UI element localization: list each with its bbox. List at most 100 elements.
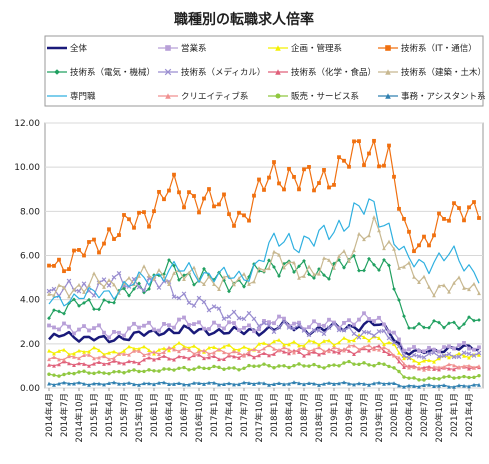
data-point [402, 361, 406, 366]
data-point [137, 349, 141, 353]
data-point [367, 382, 371, 387]
data-point [317, 181, 321, 185]
data-point [182, 205, 186, 210]
data-point [357, 317, 361, 322]
data-point [241, 316, 247, 322]
data-point [297, 350, 301, 354]
data-point [157, 189, 161, 194]
data-point [477, 364, 481, 369]
data-point [357, 362, 361, 367]
data-point [102, 298, 106, 302]
data-point [217, 323, 221, 328]
data-point [77, 248, 81, 252]
data-point [182, 355, 186, 359]
data-point [202, 348, 206, 353]
data-point [442, 345, 446, 350]
data-point [437, 356, 441, 361]
data-point [47, 292, 51, 296]
data-point [81, 281, 87, 287]
data-point [322, 168, 326, 172]
data-point [251, 316, 257, 322]
data-point [322, 323, 326, 328]
data-point [402, 375, 406, 379]
data-point [421, 355, 427, 360]
data-point [466, 351, 472, 357]
legend-label: 技術系（建築・土木） [401, 67, 486, 78]
data-point [472, 375, 476, 380]
data-point [102, 285, 106, 289]
data-point [292, 321, 296, 326]
data-point [107, 361, 111, 366]
data-point [437, 211, 441, 216]
data-point [262, 268, 266, 273]
data-point [477, 382, 481, 387]
data-point [321, 331, 327, 337]
data-point [212, 282, 216, 286]
data-point [382, 381, 386, 386]
data-point [242, 353, 246, 358]
data-point [257, 380, 261, 385]
data-point [87, 363, 91, 368]
legend-entry: 技術系（メディカル） [158, 67, 265, 78]
data-point [417, 384, 421, 389]
data-point [187, 356, 191, 361]
data-point [382, 257, 386, 262]
data-point [467, 375, 471, 380]
data-point [361, 329, 367, 335]
data-point [152, 209, 156, 214]
data-point [472, 347, 476, 352]
data-point [267, 364, 271, 368]
data-point [292, 270, 296, 274]
data-point [417, 280, 421, 284]
data-point [257, 266, 261, 271]
data-point [232, 382, 236, 387]
data-point [87, 371, 91, 375]
data-point [177, 340, 181, 345]
y-tick-label: 4.00 [20, 296, 40, 306]
data-point [187, 345, 191, 350]
data-point [362, 237, 366, 242]
data-point [397, 369, 401, 374]
data-point [232, 282, 236, 287]
data-point [436, 354, 442, 359]
x-tick-label: 2014年10月 [74, 393, 85, 442]
data-point [197, 365, 201, 369]
data-point [437, 367, 441, 372]
data-point [52, 355, 56, 359]
data-point [272, 365, 276, 370]
data-point [372, 364, 376, 368]
x-tick-label: 2016年1月 [149, 393, 160, 437]
x-tick-label: 2016年4月 [164, 393, 175, 437]
data-point [177, 349, 181, 354]
legend-label: 専門職 [70, 91, 96, 102]
data-point [177, 354, 181, 359]
data-point [457, 383, 461, 388]
data-point [432, 347, 436, 352]
data-point [217, 357, 221, 362]
data-point [182, 277, 186, 281]
data-point [172, 357, 176, 362]
data-point [132, 321, 136, 326]
data-point [381, 328, 387, 334]
data-point [177, 366, 181, 370]
data-point [407, 347, 411, 352]
data-point [277, 274, 281, 278]
data-point [77, 356, 81, 361]
legend-entry: 技術系（電気・機械） [47, 67, 155, 78]
data-point [342, 158, 346, 163]
data-point [191, 303, 197, 308]
data-point [472, 382, 476, 387]
data-point [302, 258, 306, 263]
data-point [277, 252, 281, 257]
data-point [332, 349, 336, 354]
data-point [422, 358, 426, 363]
data-point [112, 358, 116, 363]
data-point [447, 218, 451, 223]
data-point [417, 365, 421, 370]
data-point [467, 366, 471, 371]
x-tick-label: 2018年4月 [284, 393, 295, 437]
data-point [292, 339, 296, 344]
data-point [57, 327, 61, 332]
data-point [141, 287, 147, 293]
